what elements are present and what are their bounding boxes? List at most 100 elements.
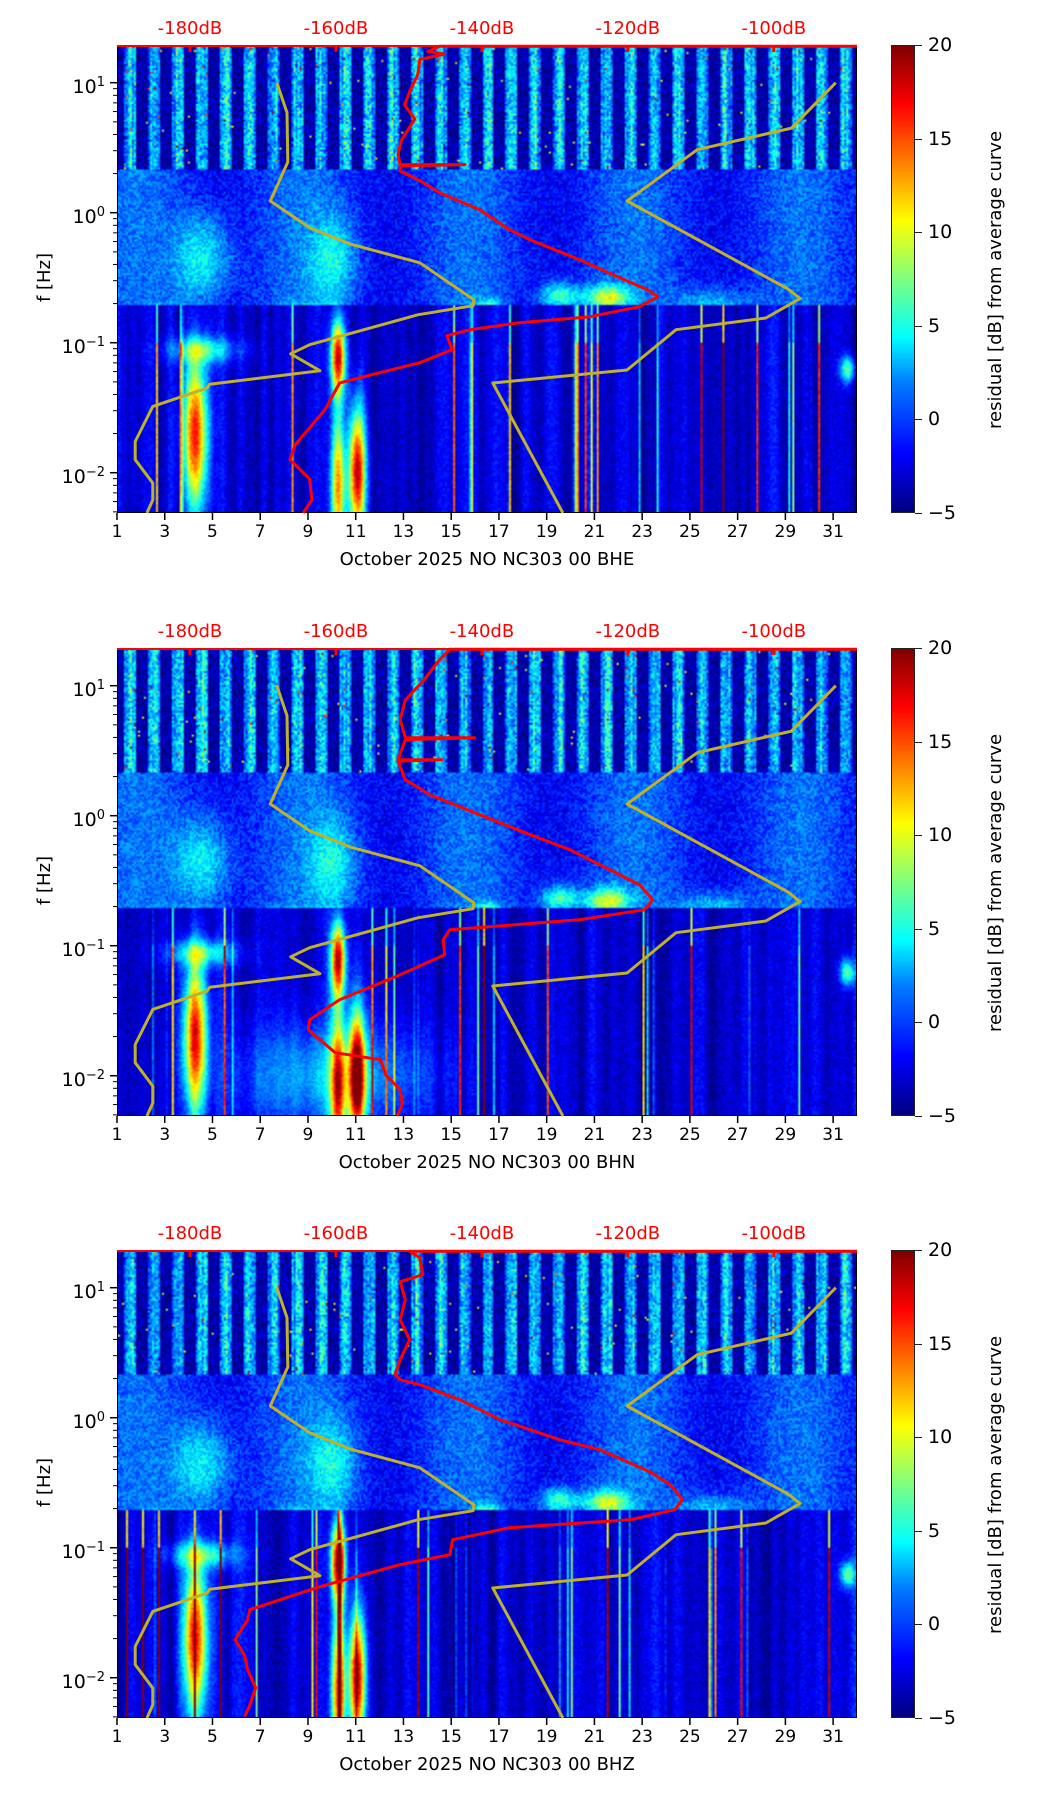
y-tick-base: 10 <box>61 1540 86 1563</box>
y-tick-label: 10−2 <box>25 1066 105 1090</box>
low-noise-model-line <box>133 685 476 1117</box>
x-tick-label: 17 <box>488 1125 510 1145</box>
colorbar-tick-mark <box>915 45 922 46</box>
y-tick-label: 10−1 <box>25 1538 105 1562</box>
y-tick-exponent: −2 <box>85 464 105 480</box>
colorbar-tick-mark <box>915 1250 922 1251</box>
x-tick-label: 31 <box>822 1727 844 1747</box>
y-tick-exponent: −1 <box>85 1539 105 1555</box>
x-tick-label: 1 <box>111 1727 123 1747</box>
x-tick-label: 23 <box>631 1727 653 1747</box>
colorbar-tick-mark <box>915 741 922 743</box>
average-psd-curve <box>233 1249 857 1718</box>
x-tick-label: 1 <box>111 1125 123 1145</box>
y-tick-label: 10−1 <box>25 936 105 960</box>
colorbar-tick-mark <box>915 1718 922 1719</box>
x-tick-label: 15 <box>440 522 462 542</box>
x-tick-label: 19 <box>535 522 558 542</box>
x-axis-label: October 2025 NO NC303 00 BHE <box>339 549 635 570</box>
spectrogram-heatmap <box>118 46 856 512</box>
x-tick-label: 19 <box>535 1727 558 1747</box>
x-tick-label: 3 <box>159 1125 171 1145</box>
db-tick-label: -180dB <box>157 621 223 642</box>
db-tick-label: -140dB <box>449 621 515 642</box>
x-tick-label: 7 <box>254 1125 266 1145</box>
x-tick-label: 21 <box>583 522 606 542</box>
x-axis-label: October 2025 NO NC303 00 BHZ <box>339 1754 635 1775</box>
y-tick-label: 10−2 <box>25 1668 105 1692</box>
x-tick-label: 9 <box>302 1125 314 1145</box>
db-tick-label: -100dB <box>741 18 807 39</box>
colorbar-label: residual [dB] from average curve <box>985 1335 1006 1634</box>
db-tick-label: -160dB <box>303 1223 369 1244</box>
y-tick-base: 10 <box>72 1410 97 1433</box>
colorbar-tick-label: 10 <box>928 221 953 244</box>
curve-overlay <box>110 1249 857 1725</box>
colorbar-tick-mark <box>915 1437 922 1439</box>
y-tick-exponent: −1 <box>85 334 105 350</box>
x-tick-label: 13 <box>392 522 415 542</box>
x-tick-label: 3 <box>159 522 171 542</box>
x-tick-label: 15 <box>440 1125 462 1145</box>
db-tick-label: -160dB <box>303 621 369 642</box>
x-tick-label: 1 <box>111 522 123 542</box>
x-tick-label: 27 <box>726 1125 749 1145</box>
db-tick-label: -140dB <box>449 1223 515 1244</box>
colorbar-tick-label: 20 <box>928 637 953 659</box>
y-tick-label: 101 <box>25 73 105 97</box>
colorbar-tick-mark <box>915 1343 922 1345</box>
curve-overlay <box>110 44 857 520</box>
y-axis-label: f [Hz] <box>34 252 56 303</box>
db-tick-label: -180dB <box>157 18 223 39</box>
colorbar-tick-mark <box>915 1116 922 1117</box>
colorbar-tick-label: 0 <box>928 1011 941 1034</box>
spectrogram-heatmap <box>118 649 856 1115</box>
y-axis-label: f [Hz] <box>34 855 56 906</box>
colorbar <box>891 1250 915 1718</box>
x-tick-label: 25 <box>679 522 701 542</box>
y-tick-exponent: 0 <box>96 1409 105 1425</box>
colorbar-tick-mark <box>915 835 922 837</box>
colorbar-tick-mark <box>915 1624 922 1626</box>
x-tick-label: 13 <box>392 1125 415 1145</box>
y-tick-exponent: −2 <box>85 1067 105 1083</box>
colorbar-tick-label: −5 <box>928 1707 957 1729</box>
y-axis-label: f [Hz] <box>34 1457 56 1508</box>
x-tick-label: 31 <box>822 1125 844 1145</box>
x-tick-label: 11 <box>344 522 367 542</box>
curve-overlay <box>110 647 857 1123</box>
db-tick-label: -180dB <box>157 1223 223 1244</box>
x-tick-label: 23 <box>631 522 653 542</box>
x-tick-label: 15 <box>440 1727 462 1747</box>
colorbar-tick-label: −5 <box>928 502 957 524</box>
colorbar-tick-label: 0 <box>928 408 941 431</box>
colorbar-tick-mark <box>915 1530 922 1532</box>
y-tick-label: 101 <box>25 1278 105 1302</box>
colorbar-tick-mark <box>915 648 922 649</box>
y-tick-label: 100 <box>25 806 105 830</box>
low-noise-model-line <box>133 82 476 514</box>
colorbar-tick-label: 20 <box>928 1239 953 1261</box>
x-tick-label: 5 <box>207 522 218 542</box>
x-tick-label: 7 <box>254 522 266 542</box>
y-tick-exponent: 0 <box>96 204 105 220</box>
spectrogram-heatmap <box>118 1251 856 1717</box>
x-tick-label: 5 <box>207 1125 218 1145</box>
x-tick-label: 17 <box>488 522 510 542</box>
colorbar-tick-label: 20 <box>928 34 953 56</box>
x-tick-label: 19 <box>535 1125 558 1145</box>
y-tick-base: 10 <box>72 75 97 98</box>
y-tick-exponent: 1 <box>96 677 105 693</box>
y-tick-base: 10 <box>61 1670 86 1693</box>
x-tick-label: 29 <box>774 1727 797 1747</box>
colorbar <box>891 45 915 513</box>
average-psd-curve <box>306 647 857 1117</box>
colorbar-tick-label: 5 <box>928 917 941 940</box>
x-tick-label: 31 <box>822 522 844 542</box>
high-noise-model-line <box>491 1286 837 1719</box>
x-tick-label: 13 <box>392 1727 415 1747</box>
spectrogram-panel-bhe: -180dB -160dB -140dB -120dB -100dB 1 3 5 7 9 11 13 1… <box>0 0 1052 600</box>
high-noise-model-line <box>491 684 837 1117</box>
y-tick-base: 10 <box>72 1280 97 1303</box>
x-tick-label: 11 <box>344 1125 367 1145</box>
